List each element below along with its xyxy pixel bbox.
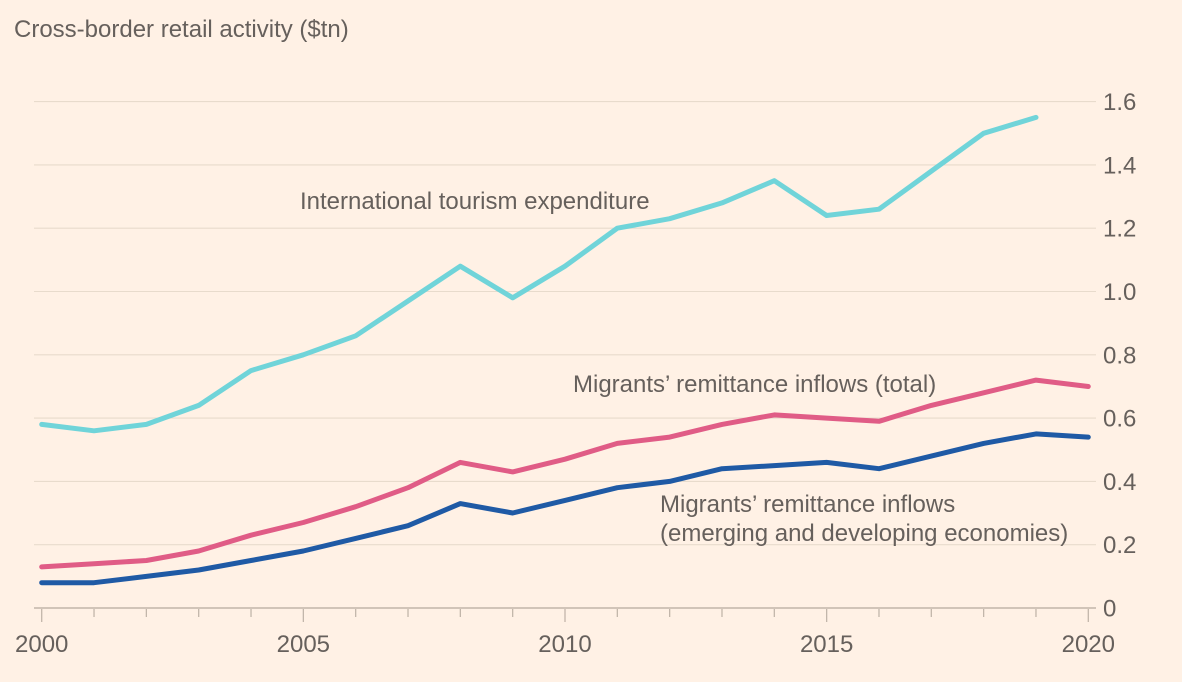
x-tick-label: 2005 bbox=[277, 631, 330, 658]
x-tick-label: 2015 bbox=[800, 631, 853, 658]
y-tick-label: 1.0 bbox=[1103, 279, 1136, 306]
y-tick-label: 0.6 bbox=[1103, 406, 1136, 433]
y-tick-label: 1.6 bbox=[1103, 89, 1136, 116]
series-lines bbox=[39, 114, 1091, 586]
y-tick-label: 0 bbox=[1103, 596, 1116, 623]
y-tick-label: 0.8 bbox=[1103, 342, 1136, 369]
series-label-remittance-total: Migrants’ remittance inflows (total) bbox=[573, 371, 936, 398]
y-tick-label: 1.4 bbox=[1103, 152, 1136, 179]
chart-title: Cross-border retail activity ($tn) bbox=[14, 16, 349, 43]
x-tick-label: 2000 bbox=[15, 631, 68, 658]
x-tick-label: 2020 bbox=[1062, 631, 1115, 658]
series-line-remittance-total bbox=[39, 377, 1091, 570]
x-axis-tick-labels: 2000 2005 2010 2015 2020 bbox=[15, 631, 1115, 658]
series-line-remittance-emerging bbox=[39, 431, 1091, 586]
series-label-remittance-emerging-line1: Migrants’ remittance inflows bbox=[660, 491, 955, 518]
series-line-tourism bbox=[39, 114, 1039, 434]
x-tick-label: 2010 bbox=[538, 631, 591, 658]
y-tick-label: 1.2 bbox=[1103, 216, 1136, 243]
y-axis-tick-labels: 0 0.2 0.4 0.6 0.8 1.0 1.2 1.4 1.6 bbox=[1103, 89, 1136, 622]
series-label-remittance-emerging-line2: (emerging and developing economies) bbox=[660, 520, 1068, 547]
y-tick-label: 0.4 bbox=[1103, 469, 1136, 496]
x-axis bbox=[41, 609, 1089, 622]
series-label-tourism: International tourism expenditure bbox=[300, 188, 650, 215]
y-tick-label: 0.2 bbox=[1103, 532, 1136, 559]
